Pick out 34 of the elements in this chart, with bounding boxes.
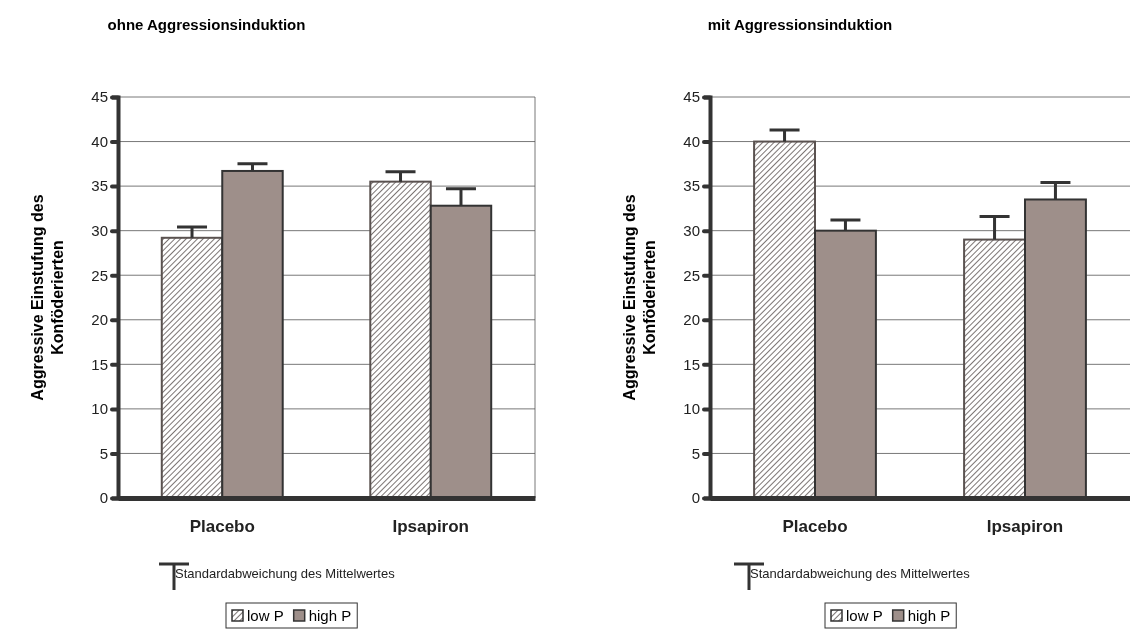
y-tick-label: 40 xyxy=(91,132,108,150)
y-tick-label: 45 xyxy=(91,88,108,106)
y-tick-label: 0 xyxy=(691,489,700,507)
x-tick-label: Ipsapiron xyxy=(392,517,470,537)
y-tick-label: 45 xyxy=(683,88,700,106)
y-tick-label: 10 xyxy=(91,400,108,418)
y-tick-label: 30 xyxy=(683,221,700,239)
y-tick-label: 15 xyxy=(683,355,700,373)
y-tick-label: 10 xyxy=(683,400,700,418)
chart-title: ohne Aggressionsinduktion xyxy=(107,16,306,33)
y-tick-label: 0 xyxy=(99,489,108,507)
y-tick-label: 35 xyxy=(683,177,700,195)
chart-title: mit Aggressionsinduktion xyxy=(707,16,893,33)
y-tick-label: 20 xyxy=(683,311,700,329)
y-tick-label: 25 xyxy=(91,266,108,284)
legend-label: high P xyxy=(907,607,951,624)
y-tick-label: 35 xyxy=(91,177,108,195)
text: Standardabweichung des Mittelwertes xyxy=(175,566,396,581)
legend-label: high P xyxy=(308,607,352,624)
y-tick-label: 25 xyxy=(683,266,700,284)
y-tick-label: 15 xyxy=(91,355,108,373)
legend-label: low P xyxy=(846,607,883,624)
y-tick-label: 5 xyxy=(691,444,700,462)
text: Standardabweichung des Mittelwertes xyxy=(750,566,971,581)
y-axis-title: Aggressive Einstufung des Konföderierten xyxy=(621,194,658,401)
y-axis-title: Aggressive Einstufung des Konföderierten xyxy=(29,194,66,401)
x-tick-label: Ipsapiron xyxy=(986,517,1064,537)
legend-label: low P xyxy=(247,607,284,624)
y-tick-label: 20 xyxy=(91,311,108,329)
x-tick-label: Placebo xyxy=(782,517,848,537)
x-tick-label: Placebo xyxy=(189,517,255,537)
y-tick-label: 40 xyxy=(683,132,700,150)
y-tick-label: 30 xyxy=(91,221,108,239)
y-tick-label: 5 xyxy=(99,444,108,462)
